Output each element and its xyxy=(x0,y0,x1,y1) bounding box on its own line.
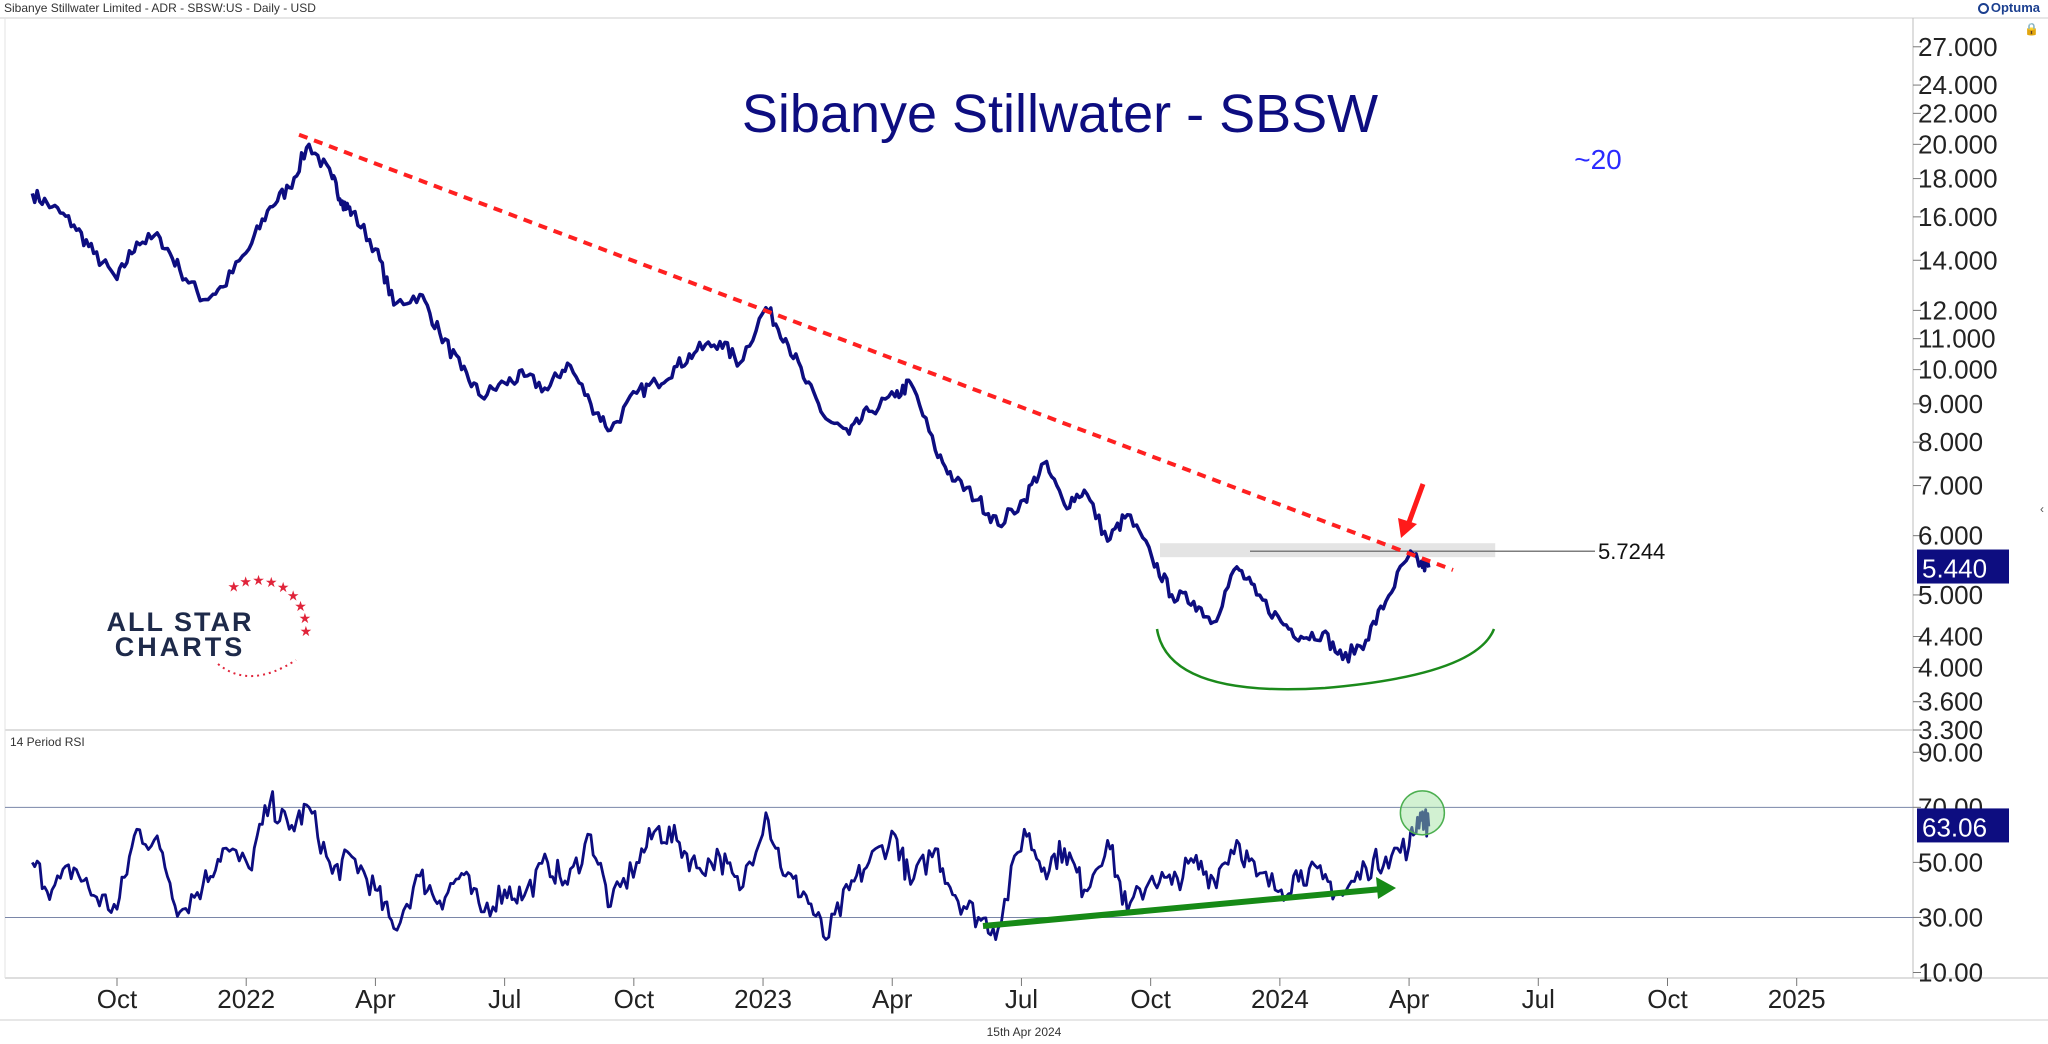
logo-star: ★ xyxy=(239,574,252,590)
price-line xyxy=(30,142,1431,664)
x-axis-label: Oct xyxy=(1647,984,1688,1014)
last-rsi-badge xyxy=(1917,808,2009,843)
x-axis-label: Oct xyxy=(614,984,655,1014)
price-axis-label: 4.400 xyxy=(1918,621,1983,651)
last-rsi-label: 63.06 xyxy=(1922,812,1987,842)
price-axis-label: 14.000 xyxy=(1918,245,1998,275)
x-axis-label: Oct xyxy=(97,984,138,1014)
rsi-axis-label: 30.00 xyxy=(1918,902,1983,932)
base-arc xyxy=(1155,628,1496,691)
price-axis-label: 10.000 xyxy=(1918,355,1998,385)
optuma-brand-text: Optuma xyxy=(1990,0,2040,15)
last-price-label: 5.440 xyxy=(1922,554,1987,584)
rsi-axis-label: 50.00 xyxy=(1918,847,1983,877)
price-axis-label: 3.300 xyxy=(1918,715,1983,745)
price-axis-label: 11.000 xyxy=(1918,324,1996,354)
rsi-arrow-head xyxy=(1376,877,1396,899)
footer-date: 15th Apr 2024 xyxy=(987,1025,1062,1039)
logo-star: ★ xyxy=(265,574,278,590)
price-axis-label: 4.000 xyxy=(1918,652,1983,682)
red-arrow-shaft xyxy=(1405,483,1426,526)
price-axis-label: 3.600 xyxy=(1918,687,1983,717)
price-axis-label: 7.000 xyxy=(1918,471,1983,501)
x-axis-label: Oct xyxy=(1130,984,1171,1014)
logo-star: ★ xyxy=(277,579,290,595)
x-axis-label: Jul xyxy=(488,984,521,1014)
price-axis-label: 24.000 xyxy=(1918,70,1998,100)
price-axis-label: 12.000 xyxy=(1918,295,1998,325)
red-arrow-head xyxy=(1398,518,1417,538)
logo-star: ★ xyxy=(227,579,240,595)
x-axis-label: Jul xyxy=(1005,984,1038,1014)
price-axis-label: 20.000 xyxy=(1918,129,1998,159)
optuma-logo: Optuma xyxy=(1977,0,2040,15)
chart-title: Sibanye Stillwater - SBSW xyxy=(742,84,1378,144)
lock-icon[interactable]: 🔒 xyxy=(2024,22,2039,36)
price-axis-label: 6.000 xyxy=(1918,521,1983,551)
rsi-axis-label: 10.00 xyxy=(1918,957,1983,987)
optuma-logo-icon xyxy=(1977,3,1989,14)
logo-star: ★ xyxy=(294,598,307,614)
rsi-line xyxy=(31,790,1431,941)
instrument-header: Sibanye Stillwater Limited - ADR - SBSW:… xyxy=(4,1,316,15)
downtrend-line xyxy=(298,132,1454,572)
rsi-highlight-circle xyxy=(1399,790,1446,836)
x-axis-label: 2023 xyxy=(734,984,792,1014)
x-axis-label: 2025 xyxy=(1768,984,1826,1014)
rsi-arrow-shaft xyxy=(982,886,1383,929)
price-axis-label: 9.000 xyxy=(1918,389,1983,419)
logo-star: ★ xyxy=(287,587,300,603)
x-axis-label: Apr xyxy=(872,984,913,1014)
resistance-band xyxy=(1160,543,1496,558)
logo-star: ★ xyxy=(252,572,265,588)
last-price-badge xyxy=(1917,549,2009,584)
rsi-axis-label: 90.00 xyxy=(1918,737,1983,767)
price-axis-label: 8.000 xyxy=(1918,427,1983,457)
price-axis-label: 16.000 xyxy=(1918,202,1998,232)
resistance-label: 5.7244 xyxy=(1598,539,1665,564)
x-axis-label: Apr xyxy=(355,984,396,1014)
price-annotation: ~20 xyxy=(1574,144,1622,175)
price-axis-label: 5.000 xyxy=(1918,580,1983,610)
x-axis-label: 2022 xyxy=(217,984,275,1014)
price-axis-label: 18.000 xyxy=(1918,164,1998,194)
x-axis-label: 2024 xyxy=(1251,984,1309,1014)
price-axis-label: 22.000 xyxy=(1918,98,1998,128)
price-axis-label: 27.000 xyxy=(1918,32,1998,62)
logo-text-line2: CHARTS xyxy=(115,632,246,662)
logo-dotted-arc xyxy=(217,659,297,677)
logo-text-line1: ALL STAR xyxy=(107,607,254,637)
x-axis-label: Apr xyxy=(1389,984,1430,1014)
logo-star: ★ xyxy=(299,610,312,626)
rsi-panel-label: 14 Period RSI xyxy=(10,735,85,749)
collapse-arrow-icon[interactable]: ‹ xyxy=(2040,502,2044,516)
logo-star: ★ xyxy=(300,623,313,639)
x-axis-label: Jul xyxy=(1522,984,1555,1014)
